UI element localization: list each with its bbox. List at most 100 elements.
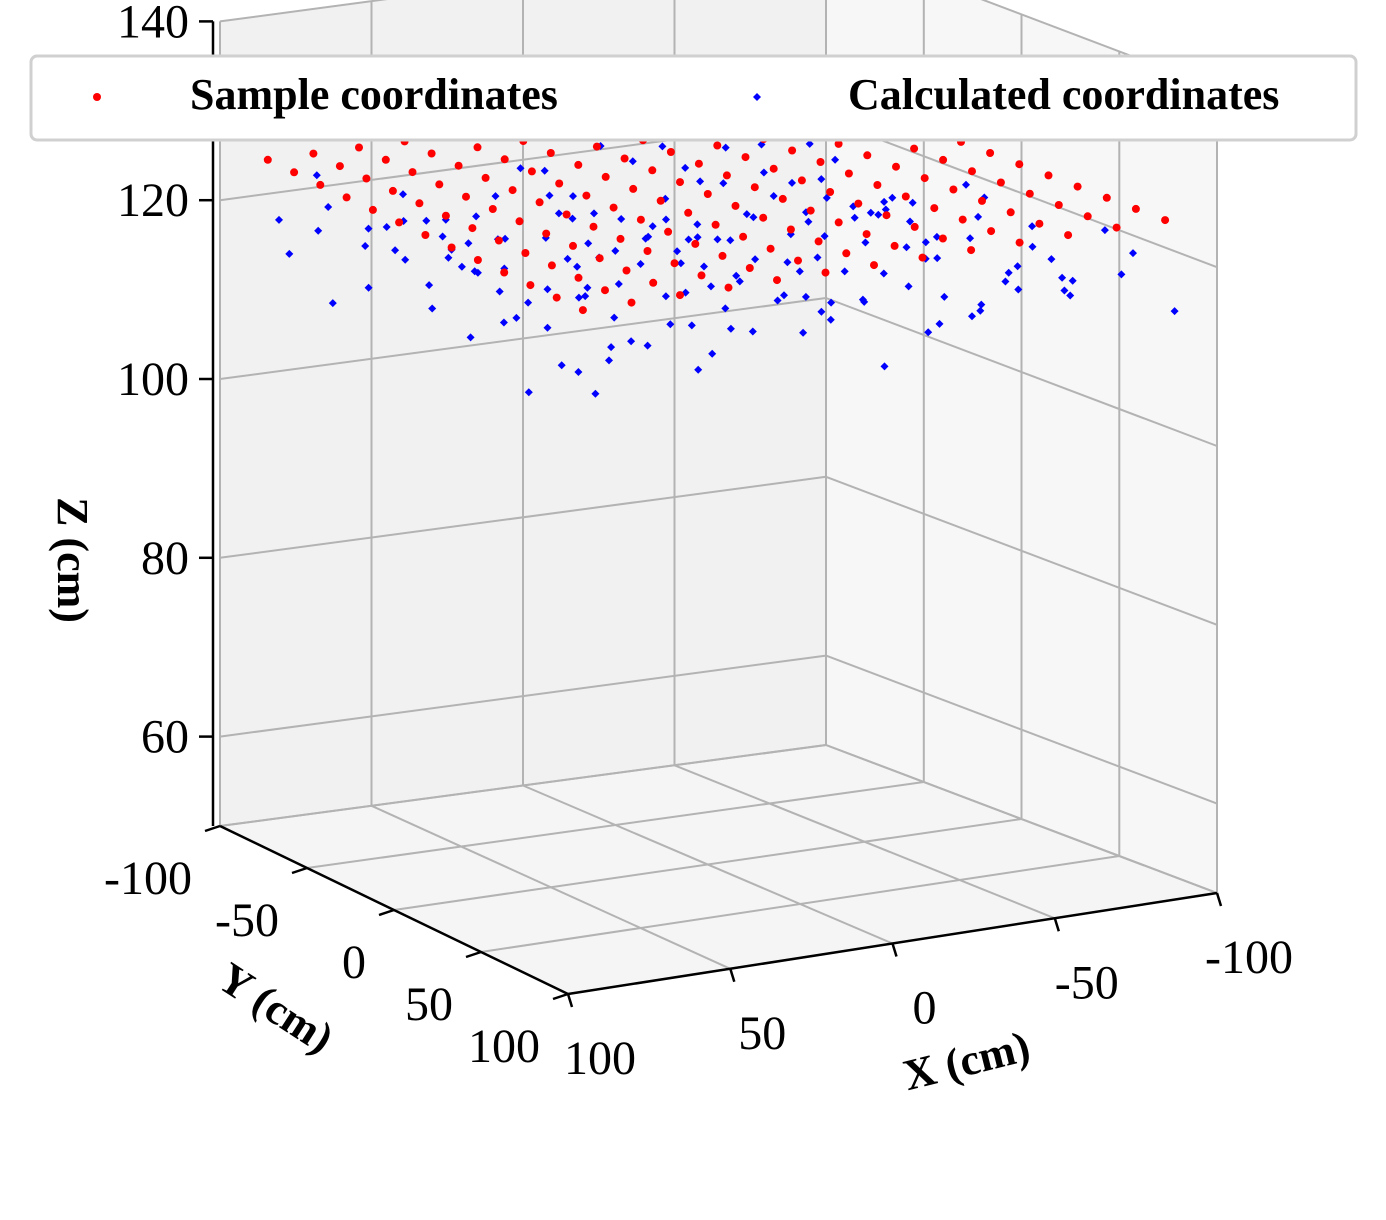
calculated-point <box>924 328 933 337</box>
calculated-point <box>921 238 930 247</box>
x-tick <box>1053 917 1060 932</box>
calculated-point <box>516 164 525 173</box>
calculated-point <box>1170 307 1179 316</box>
sample-point <box>508 186 517 195</box>
sample-point <box>500 155 509 164</box>
calculated-point <box>573 262 582 271</box>
calculated-point <box>399 190 407 199</box>
calculated-point <box>540 166 549 175</box>
y-tick-label: 100 <box>468 1020 540 1073</box>
sample-point <box>1073 182 1082 191</box>
x-tick-label: -50 <box>1055 956 1119 1009</box>
calculated-point <box>584 239 593 248</box>
sample-point <box>555 179 564 188</box>
z-tick-label: 100 <box>117 353 189 406</box>
calculated-point <box>940 292 949 301</box>
sample-point <box>958 215 967 224</box>
sample-point <box>745 264 754 272</box>
calculated-point <box>438 232 447 241</box>
calculated-point <box>422 216 431 225</box>
sample-point <box>759 213 768 222</box>
sample-point <box>620 154 629 163</box>
sample-point <box>834 218 843 227</box>
x-tick-label: 50 <box>738 1007 786 1060</box>
calculated-point <box>866 208 875 217</box>
calculated-point <box>285 249 294 258</box>
calculated-point <box>275 215 283 224</box>
sample-point <box>494 236 503 245</box>
sample-point <box>901 192 910 201</box>
sample-point <box>515 217 524 226</box>
sample-point <box>938 234 947 243</box>
calculated-point <box>840 267 849 276</box>
sample-point <box>1044 171 1053 180</box>
z-tick-label: 140 <box>117 0 189 48</box>
calculated-point <box>769 192 778 200</box>
sample-point <box>814 237 823 246</box>
sample-point <box>462 192 470 201</box>
y-tick-label: -50 <box>215 894 279 947</box>
calculated-point <box>693 220 702 229</box>
calculated-point <box>543 323 552 332</box>
y-tick-label: 0 <box>342 936 366 989</box>
calculated-point <box>512 313 521 322</box>
sample-point <box>996 178 1005 187</box>
calculated-point <box>906 217 914 226</box>
chart-axes <box>199 20 1223 1008</box>
calculated-point <box>628 157 637 166</box>
calculated-point <box>783 258 792 267</box>
calculated-point <box>648 222 657 231</box>
calculated-point <box>708 349 717 358</box>
sample-point <box>697 271 706 280</box>
calculated-point <box>726 236 735 245</box>
calculated-point <box>1068 276 1077 285</box>
sample-point <box>1015 238 1024 247</box>
calculated-point <box>880 362 889 371</box>
sample-point <box>263 155 272 164</box>
calculated-point <box>908 198 917 207</box>
calculated-point <box>721 304 730 313</box>
legend: Sample coordinates Calculated coordinate… <box>29 54 1358 142</box>
sample-point <box>309 149 318 158</box>
sample-point <box>786 225 795 234</box>
sample-point <box>547 261 556 270</box>
calculated-point <box>643 341 652 350</box>
z-axis-title: Z (cm) <box>48 497 97 623</box>
calculated-point <box>684 235 693 244</box>
calculated-point <box>574 293 583 302</box>
grid-line-side-z <box>825 297 1218 447</box>
x-tick-label: 100 <box>564 1032 636 1085</box>
sample-point <box>395 218 404 227</box>
sample-point <box>342 193 351 202</box>
calculated-point <box>788 178 796 187</box>
calculated-point <box>499 318 508 327</box>
calculated-point <box>748 327 757 336</box>
sample-point <box>636 215 645 224</box>
sample-point <box>806 206 815 215</box>
calculated-point <box>795 267 804 276</box>
calculated-point <box>1066 291 1075 300</box>
calculated-point <box>721 143 730 152</box>
calculated-point <box>676 259 685 268</box>
calculated-point <box>861 238 870 247</box>
sample-point <box>562 210 571 219</box>
sample-point <box>388 186 397 195</box>
calculated-point <box>902 243 911 252</box>
calculated-point <box>457 262 466 271</box>
sample-point <box>821 268 830 277</box>
calculated-point <box>617 215 626 223</box>
sample-point <box>711 220 720 229</box>
sample-point <box>542 229 551 238</box>
sample-point <box>582 191 591 200</box>
sample-point <box>722 171 731 180</box>
sample-point <box>569 241 577 250</box>
calculated-point <box>583 283 592 292</box>
sample-point <box>987 227 996 236</box>
y-tick <box>552 992 569 1001</box>
calculated-point <box>813 253 822 262</box>
calculated-point <box>935 319 944 328</box>
sample-point <box>769 164 778 173</box>
sample-point <box>648 166 657 175</box>
calculated-point <box>962 180 970 189</box>
